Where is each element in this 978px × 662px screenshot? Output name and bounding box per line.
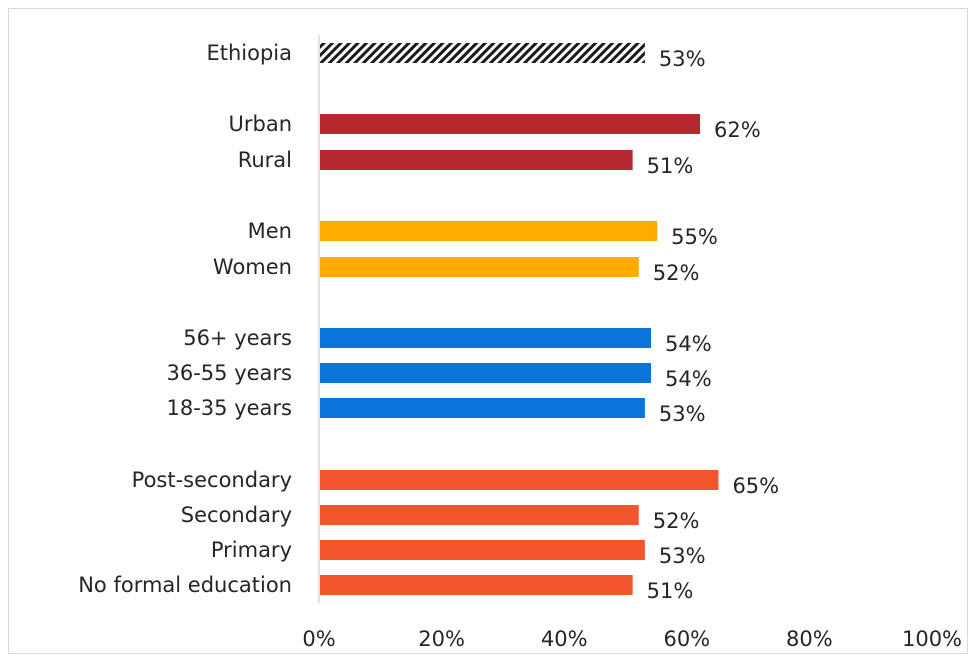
bar	[320, 328, 652, 348]
data-label: 53%	[659, 47, 706, 71]
data-label: 51%	[647, 579, 694, 603]
category-label: Women	[213, 255, 292, 279]
x-tick-label: 80%	[786, 627, 833, 651]
bar	[320, 221, 658, 241]
x-tick-label: 40%	[541, 627, 588, 651]
category-label: 36-55 years	[167, 361, 293, 385]
bar	[320, 43, 645, 63]
x-tick-label: 0%	[302, 627, 335, 651]
category-label: No formal education	[78, 573, 292, 597]
data-label: 53%	[659, 402, 706, 426]
data-label: 54%	[665, 367, 712, 391]
data-label: 52%	[653, 509, 700, 533]
data-label: 53%	[659, 544, 706, 568]
data-label: 54%	[665, 332, 712, 356]
category-label: Post-secondary	[132, 468, 292, 492]
category-label: 18-35 years	[167, 396, 293, 420]
bar	[320, 575, 633, 595]
bar	[320, 505, 639, 525]
bar	[320, 470, 719, 490]
x-tick-label: 60%	[663, 627, 710, 651]
data-label: 62%	[714, 118, 761, 142]
bar	[320, 540, 645, 560]
category-label: Urban	[228, 112, 292, 136]
category-label: 56+ years	[183, 326, 292, 350]
data-label: 51%	[647, 154, 694, 178]
data-label: 55%	[671, 225, 718, 249]
x-tick-label: 100%	[902, 627, 962, 651]
category-label: Primary	[211, 538, 292, 562]
category-label: Men	[248, 219, 292, 243]
bar	[320, 398, 645, 418]
data-label: 52%	[653, 261, 700, 285]
bar	[320, 150, 633, 170]
x-tick-label: 20%	[418, 627, 465, 651]
category-label: Rural	[238, 148, 292, 172]
bar	[320, 363, 652, 383]
category-label: Secondary	[181, 503, 292, 527]
category-label: Ethiopia	[206, 41, 292, 65]
data-label: 65%	[732, 474, 779, 498]
bar	[320, 114, 701, 134]
bar	[320, 257, 639, 277]
